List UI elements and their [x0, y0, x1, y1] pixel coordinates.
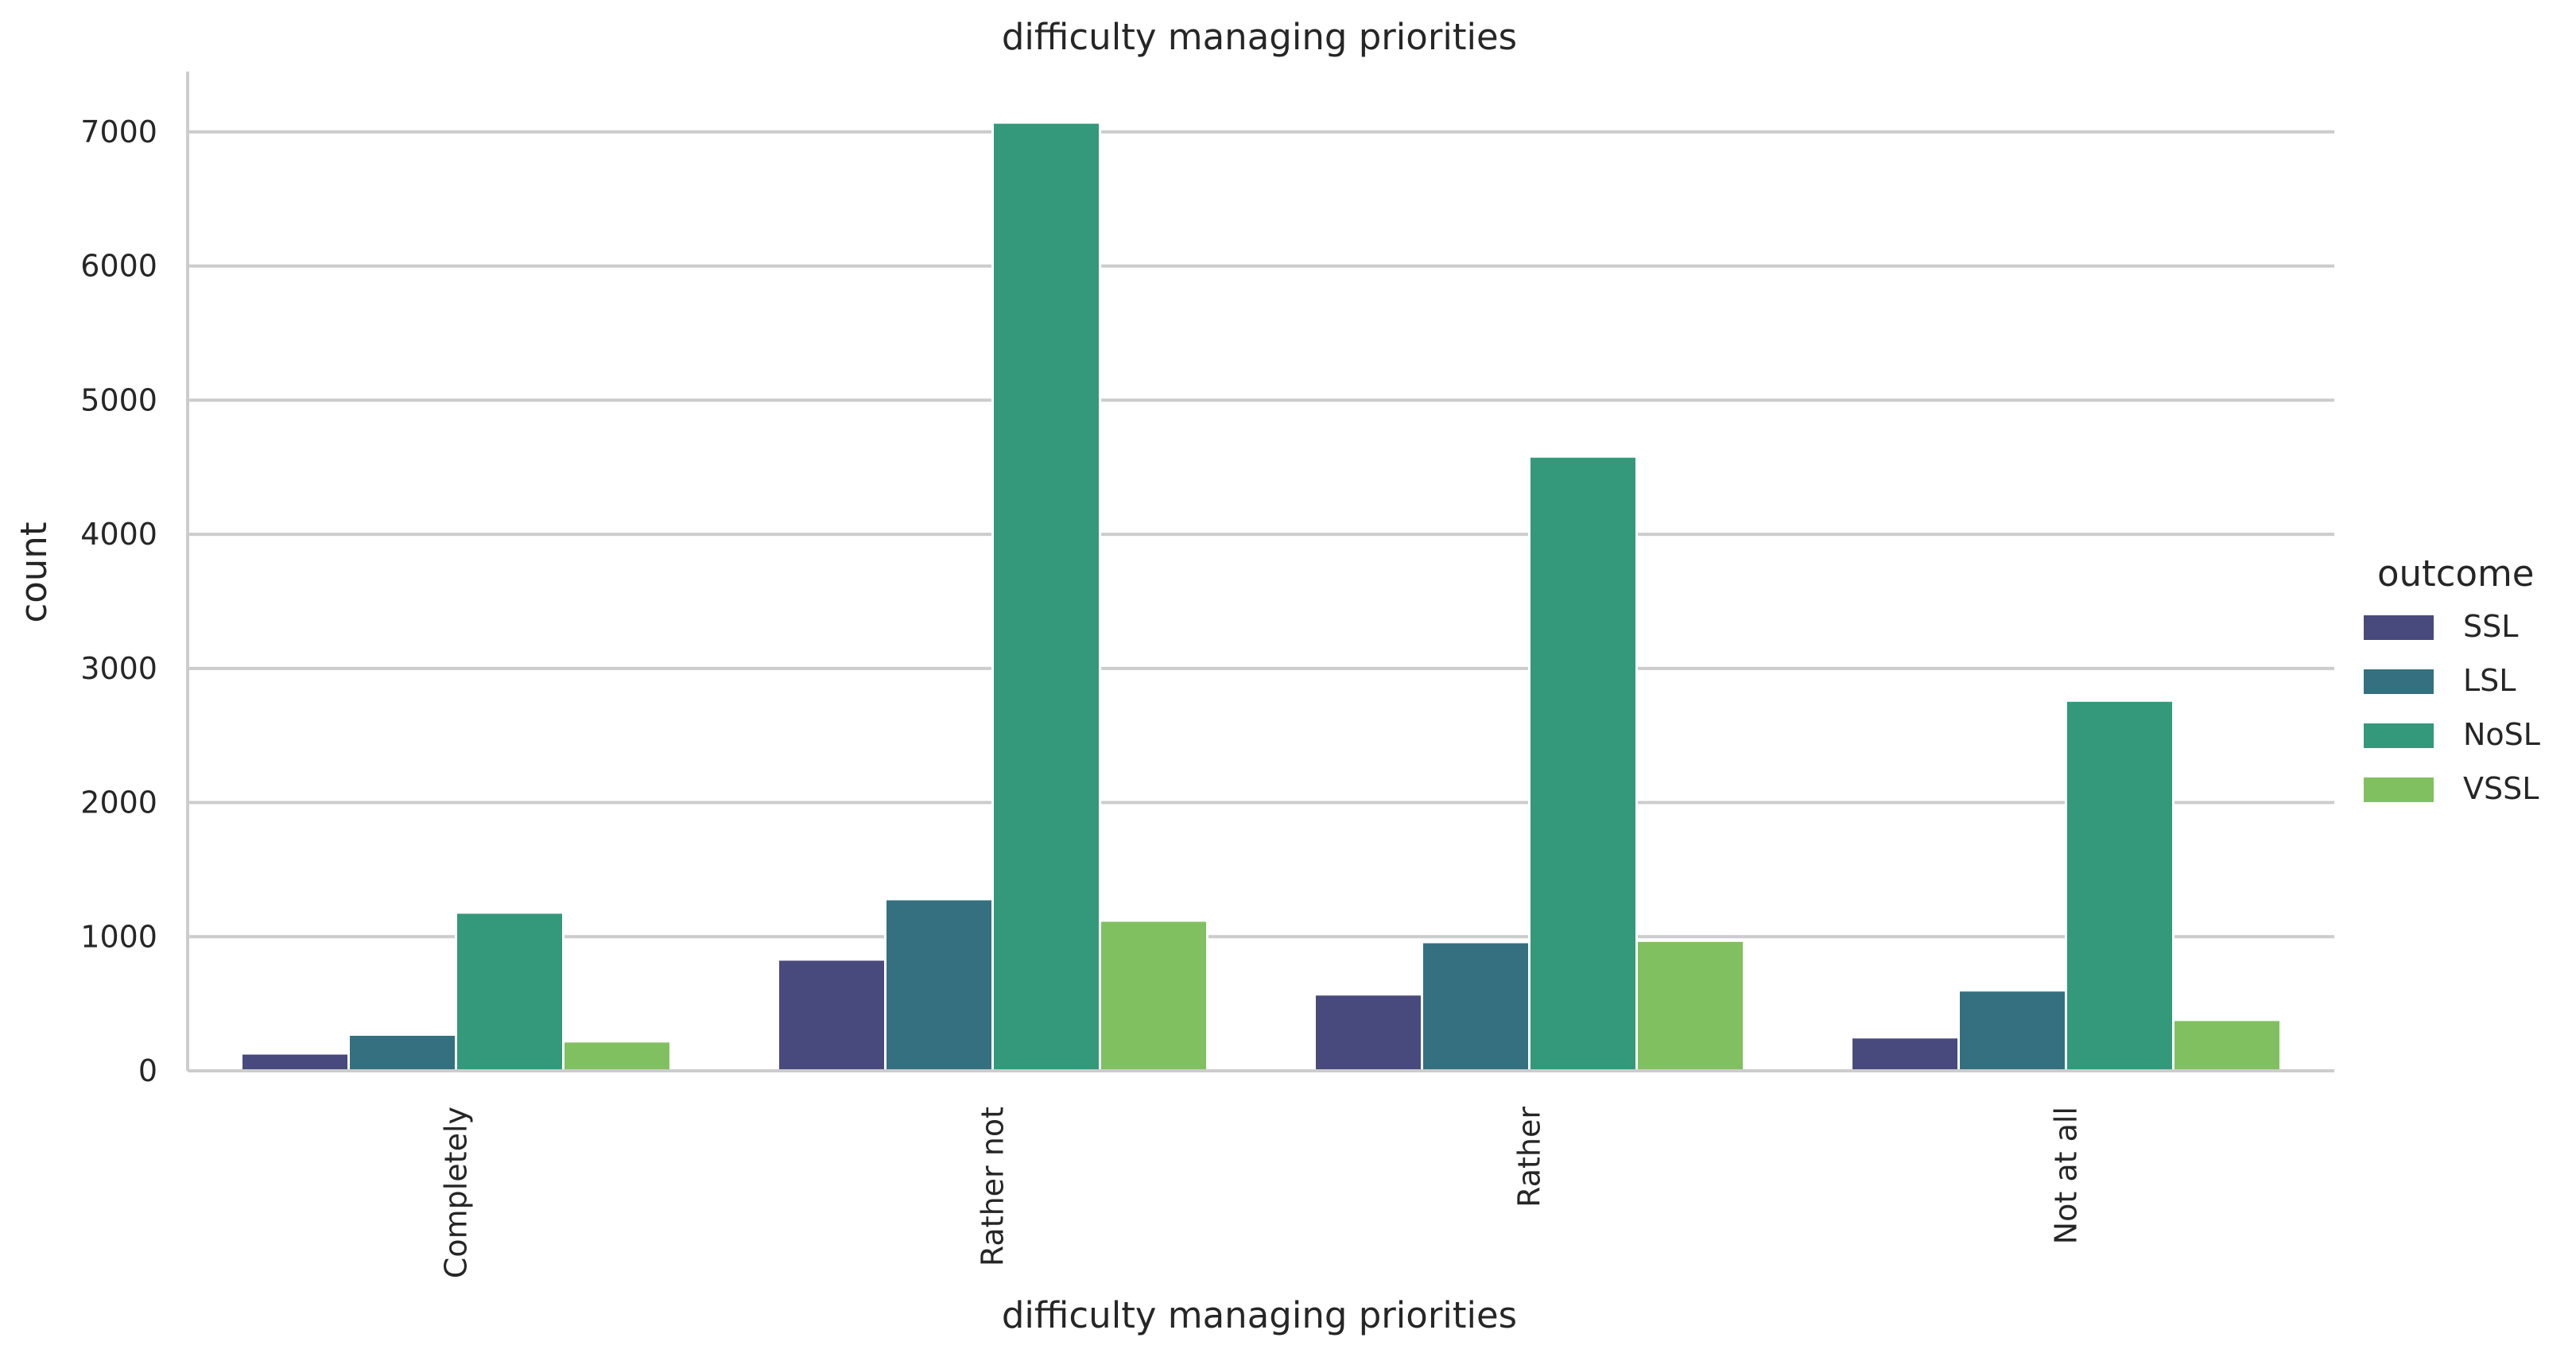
gridlines — [188, 130, 2334, 939]
x-tick-label: Rather — [1512, 1107, 1547, 1208]
legend-title: outcome — [2377, 552, 2535, 595]
tick-labels: 0 1000 2000 3000 4000 5000 6000 7000 Completely R… — [80, 114, 2083, 1278]
y-tick-label: 4000 — [80, 517, 157, 552]
bar-lsl-rather-not — [884, 898, 994, 1072]
legend-swatch-lsl — [2364, 669, 2434, 694]
y-tick-label: 1000 — [80, 919, 157, 954]
x-tick-label: Rather not — [976, 1107, 1011, 1266]
bar-lsl-not-at-all — [1957, 989, 2067, 1072]
legend-label-ssl: SSL — [2463, 609, 2518, 644]
bar-vssl-rather — [1635, 939, 1745, 1072]
x-tick-label: Completely — [439, 1107, 474, 1278]
legend-swatch-nosl — [2364, 723, 2434, 748]
x-tick-label: Not at all — [2049, 1107, 2084, 1244]
legend: outcome SSL LSL NoSL VSSL — [2364, 552, 2540, 806]
legend-label-vssl: VSSL — [2463, 771, 2539, 806]
legend-label-nosl: NoSL — [2463, 717, 2540, 752]
y-tick-label: 7000 — [80, 114, 157, 149]
bar-nosl-rather-not — [991, 121, 1101, 1072]
y-tick-label: 0 — [138, 1053, 157, 1088]
chart-title: difficulty managing priorities — [1002, 16, 1517, 58]
axes — [186, 72, 2334, 1072]
y-tick-label: 2000 — [80, 785, 157, 820]
y-tick-label: 3000 — [80, 651, 157, 686]
x-axis-label: difficulty managing priorities — [1002, 1294, 1517, 1336]
bar-vssl-completely — [562, 1040, 672, 1072]
bar-nosl-rather — [1528, 455, 1638, 1072]
bars — [240, 121, 2282, 1072]
bar-vssl-rather-not — [1099, 919, 1208, 1072]
bar-ssl-rather-not — [777, 958, 886, 1072]
bar-ssl-completely — [240, 1052, 350, 1072]
y-tick-label: 6000 — [80, 249, 157, 284]
legend-swatch-ssl — [2364, 615, 2434, 640]
bar-nosl-completely — [455, 911, 564, 1072]
bar-vssl-not-at-all — [2172, 1018, 2282, 1072]
legend-swatch-vssl — [2364, 777, 2434, 802]
legend-label-lsl: LSL — [2463, 663, 2516, 698]
y-tick-label: 5000 — [80, 382, 157, 417]
bar-ssl-rather — [1313, 993, 1423, 1072]
bar-nosl-not-at-all — [2065, 699, 2174, 1072]
bar-lsl-rather — [1421, 940, 1530, 1072]
y-axis-label: count — [13, 522, 55, 623]
bar-ssl-not-at-all — [1850, 1036, 1960, 1072]
bar-lsl-completely — [347, 1033, 457, 1072]
